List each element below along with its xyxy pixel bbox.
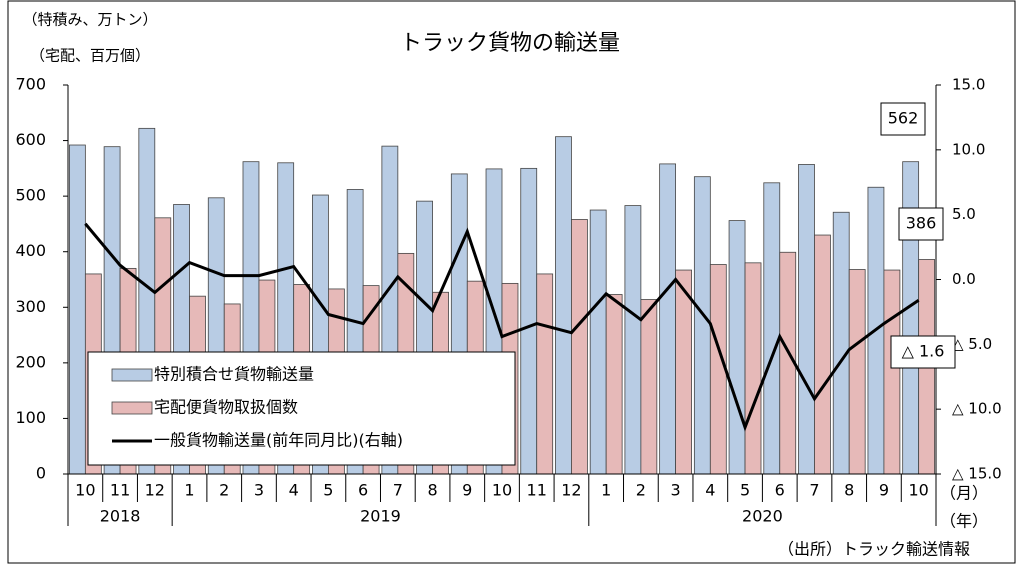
- y-tick-label: 300: [15, 297, 46, 316]
- legend-swatch: [111, 368, 153, 382]
- x-tick-label: 4: [289, 481, 299, 500]
- line: [84, 222, 920, 432]
- bar: [709, 264, 727, 475]
- y2-tick-label: 15.0: [952, 76, 985, 94]
- legend-box: [87, 351, 516, 466]
- x-tick-label: 11: [527, 481, 547, 500]
- bar: [763, 182, 781, 475]
- x-tick-label: 7: [809, 481, 819, 500]
- year-label: 2018: [100, 507, 141, 526]
- bar: [571, 219, 588, 475]
- x-tick-label: 9: [879, 481, 889, 500]
- y-label: （特積み、万トン）: [22, 11, 157, 29]
- y-label: （宅配、百万個）: [30, 47, 150, 65]
- y2-tick-label: △ 15.0: [952, 465, 1002, 483]
- data-label: 562: [888, 109, 919, 128]
- y2-tick-label: 10.0: [952, 140, 985, 158]
- bar: [744, 262, 762, 475]
- bar: [640, 299, 658, 475]
- bar: [883, 269, 901, 475]
- x-tick-label: 8: [427, 481, 437, 500]
- bar: [814, 234, 831, 475]
- frame: [7, 0, 1016, 564]
- x-tick-label: 5: [740, 481, 750, 500]
- x-tick-label: 2: [219, 481, 229, 500]
- x-tick-label: 6: [358, 481, 368, 500]
- x-tick-label: 3: [671, 481, 681, 500]
- x-tick-label: 1: [184, 481, 194, 500]
- bar: [832, 211, 850, 475]
- legend-label: 一般貨物輸送量(前年同月比)(右軸): [154, 431, 403, 450]
- y-tick-label: 0: [36, 464, 46, 483]
- bar: [659, 163, 676, 475]
- y-tick-label: 100: [15, 408, 46, 427]
- bar: [536, 273, 554, 475]
- data-label-box: [880, 102, 926, 136]
- y-tick-label: 600: [15, 130, 46, 149]
- x-tick-label: 10: [75, 481, 95, 500]
- bar: [605, 294, 623, 475]
- y-tick-label: 700: [15, 75, 46, 94]
- data-label: 386: [906, 214, 937, 233]
- bar: [728, 220, 746, 475]
- source: （出所）トラック輸送情報: [778, 540, 970, 559]
- bar: [624, 205, 642, 475]
- bar: [693, 176, 711, 475]
- legend-swatch: [111, 401, 153, 415]
- x-tick-label: 10: [492, 481, 512, 500]
- x-tick-label: 10: [908, 481, 928, 500]
- bar: [520, 167, 538, 475]
- chart-title: トラック貨物の輸送量: [400, 31, 620, 56]
- x-tick-label: 4: [705, 481, 715, 500]
- y2-tick-label: △ 5.0: [952, 335, 992, 353]
- bar: [589, 209, 607, 475]
- year-unit: （年）: [940, 512, 988, 531]
- year-label: 2019: [360, 507, 401, 526]
- y2-tick-label: 5.0: [952, 205, 976, 223]
- x-tick-label: 6: [775, 481, 785, 500]
- data-label-box: [898, 207, 944, 241]
- year-label: 2020: [742, 507, 783, 526]
- y-tick-label: 500: [15, 186, 46, 205]
- y-tick-label: 400: [15, 241, 46, 260]
- data-label: △ 1.6: [902, 342, 945, 361]
- x-tick-label: 7: [393, 481, 403, 500]
- x-tick-label: 8: [844, 481, 854, 500]
- y2-tick-label: △ 10.0: [952, 400, 1002, 418]
- legend-label: 特別積合せ貨物輸送量: [154, 365, 314, 384]
- bar: [798, 164, 815, 475]
- data-label-box: [890, 335, 956, 369]
- x-tick-label: 2: [636, 481, 646, 500]
- x-tick-label: 12: [561, 481, 581, 500]
- y2-tick-label: 0.0: [952, 270, 976, 288]
- x-unit: （月）: [940, 484, 988, 503]
- x-tick-label: 3: [254, 481, 264, 500]
- legend-label: 宅配便貨物取扱個数: [154, 398, 298, 417]
- bar: [555, 136, 572, 475]
- x-tick-label: 9: [462, 481, 472, 500]
- bar: [848, 269, 866, 475]
- bar: [675, 269, 692, 475]
- x-tick-label: 5: [323, 481, 333, 500]
- x-tick-label: 1: [601, 481, 611, 500]
- y-tick-label: 200: [15, 352, 46, 371]
- x-tick-label: 12: [145, 481, 165, 500]
- x-tick-label: 11: [110, 481, 130, 500]
- bar: [68, 144, 86, 475]
